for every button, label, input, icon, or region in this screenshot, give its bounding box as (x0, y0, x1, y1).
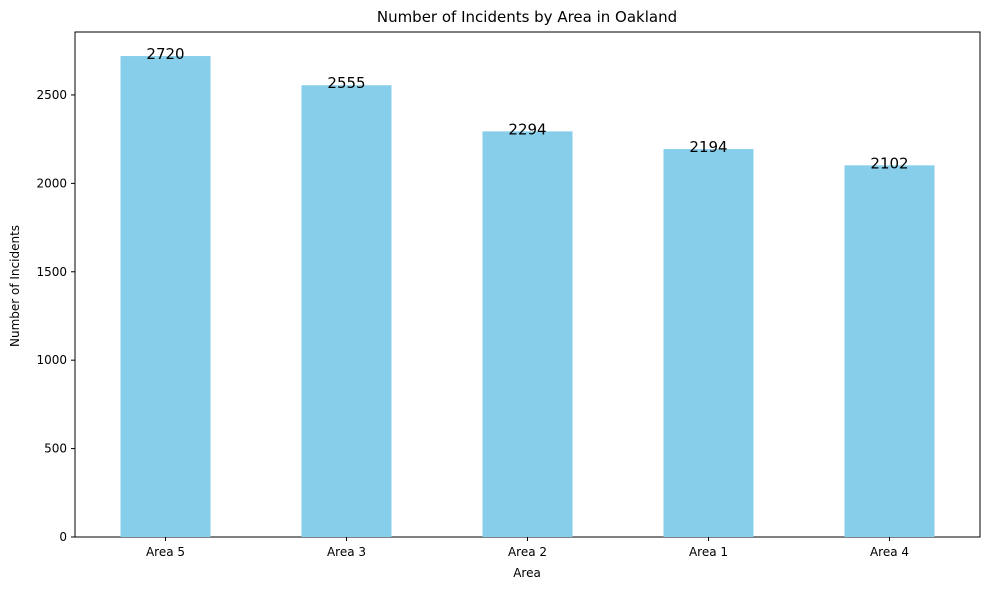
x-tick-label: Area 3 (327, 545, 366, 559)
x-tick-label: Area 2 (508, 545, 547, 559)
data-label: 2102 (870, 154, 908, 172)
bar (301, 85, 392, 538)
data-label: 2294 (508, 120, 546, 138)
y-tick-label: 2000 (36, 176, 67, 190)
chart-title: Number of Incidents by Area in Oakland (377, 8, 677, 26)
x-tick-label: Area 5 (146, 545, 185, 559)
bar (663, 149, 754, 537)
y-tick-label: 500 (44, 442, 67, 456)
bar (844, 165, 935, 538)
y-tick-label: 1500 (36, 265, 67, 279)
y-tick-label: 2500 (36, 88, 67, 102)
bar (120, 56, 211, 538)
x-tick-label: Area 1 (689, 545, 728, 559)
y-tick-label: 0 (59, 530, 67, 544)
x-axis-label: Area (513, 566, 541, 580)
y-tick-label: 1000 (36, 353, 67, 367)
data-label: 2720 (146, 45, 184, 63)
data-label: 2555 (327, 74, 365, 92)
plot-area: 0 500 1000 1500 2000 2500 2720 Area 5 2555 Area 3… (36, 31, 981, 559)
y-axis-label: Number of Incidents (8, 225, 22, 347)
x-tick-label: Area 4 (870, 545, 909, 559)
data-label: 2194 (689, 138, 727, 156)
bar (482, 131, 573, 538)
